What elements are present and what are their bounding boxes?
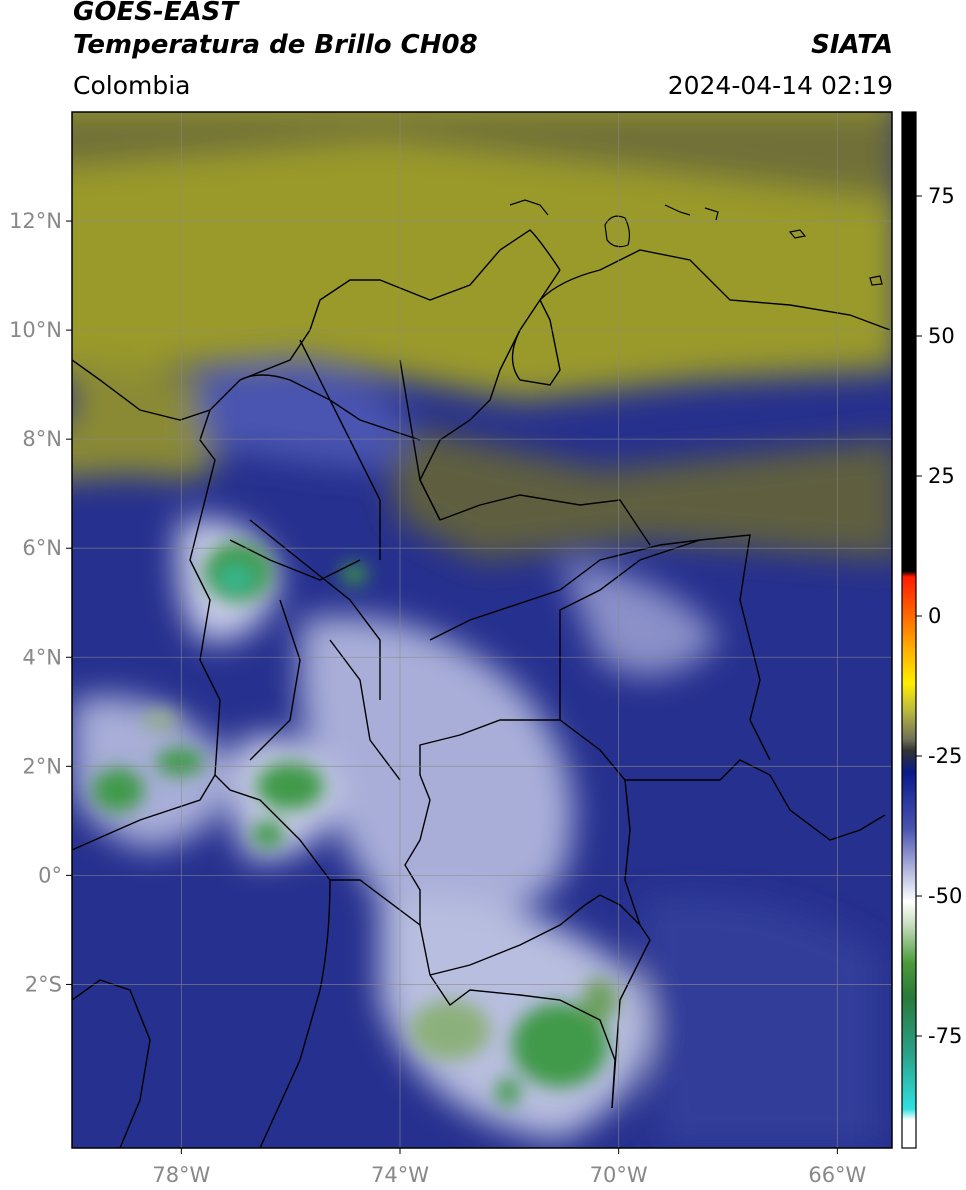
lon-tick-label: 74°W (371, 1163, 429, 1187)
colorbar: 75 50 25 0 -25 -50 -75 (901, 111, 962, 1149)
satellite-imagery (72, 112, 892, 1148)
lat-tick-label: 4°N (22, 645, 62, 669)
colorbar-tick-label: 75 (928, 184, 955, 208)
colorbar-tick-label: 50 (928, 324, 955, 348)
lat-tick-label: 2°S (25, 972, 62, 996)
lat-tick-label: 6°N (22, 536, 62, 560)
cloud-field-layer (72, 112, 892, 1148)
colorbar-tick-label: -50 (928, 884, 962, 908)
lat-tick-label: 0° (38, 863, 62, 887)
colorbar-ticks: 75 50 25 0 -25 -50 -75 (916, 184, 962, 1048)
agency-label: SIATA (811, 30, 893, 60)
country-borders (72, 229, 891, 1148)
colorbar-tick-label: 0 (928, 604, 941, 628)
lat-tick-label: 12°N (9, 209, 62, 233)
lat-tick-label: 8°N (22, 427, 62, 451)
timestamp-label: 2024-04-14 02:19 (667, 71, 893, 100)
deep-convection-layer (92, 542, 618, 1106)
lat-tick-label: 10°N (9, 318, 62, 342)
colorbar-scale (901, 111, 917, 1149)
colorbar-tick-label: -25 (928, 744, 962, 768)
product-title: Temperatura de Brillo CH08 (73, 30, 478, 60)
map-axis-ticks: 78°W 74°W 70°W 66°W 12°N 10°N 8°N 6°N 4°N 2°N 0° 2°… (9, 209, 866, 1187)
map-border (71, 111, 893, 1149)
colorbar-tick-label: -75 (928, 1024, 962, 1048)
satellite-title: GOES-EAST (73, 0, 239, 27)
lat-tick-label: 2°N (22, 754, 62, 778)
lon-tick-label: 70°W (590, 1163, 648, 1187)
map-gridlines (72, 112, 892, 1148)
region-label: Colombia (73, 71, 191, 100)
island-outlines (509, 199, 883, 286)
colorbar-tick-label: 25 (928, 464, 955, 488)
lon-tick-label: 66°W (808, 1163, 866, 1187)
lon-tick-label: 78°W (152, 1163, 210, 1187)
